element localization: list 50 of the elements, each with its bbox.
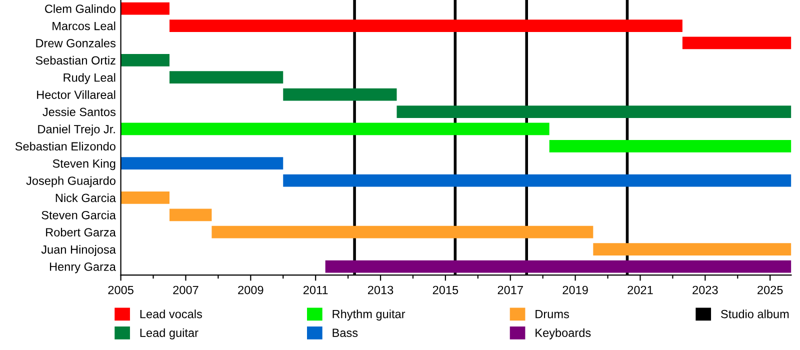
legend-label: Drums — [536, 310, 569, 318]
legend-label: Rhythm guitar — [332, 310, 406, 321]
bar — [283, 174, 792, 187]
y-tick-label: Steven King — [52, 159, 116, 170]
y-tick-label: Juan Hinojosa — [41, 245, 116, 256]
y-tick-label: Marcos Leal — [52, 22, 116, 30]
y-tick-label: Rudy Leal — [64, 73, 116, 84]
bar — [325, 260, 792, 273]
y-tick-label: Nick Garcia — [56, 193, 116, 202]
bar — [169, 71, 284, 84]
x-tick-label: 2013 — [368, 286, 394, 294]
bar — [549, 140, 792, 152]
y-tick-label: Joseph Guajardo — [26, 176, 116, 188]
legend-label: Lead guitar — [140, 328, 198, 340]
bar — [593, 243, 792, 256]
x-tick-label: 2023 — [692, 286, 718, 294]
x-tick-label: 2015 — [432, 286, 458, 294]
bar — [120, 122, 550, 136]
bar — [120, 157, 284, 170]
y-tick-label: Sebastian Elizondo — [15, 142, 116, 151]
x-tick-label: 2025 — [758, 286, 783, 294]
legend-label: Lead vocals — [140, 310, 202, 318]
legend-label: Keyboards — [536, 328, 591, 340]
y-tick-label: Steven Garcia — [42, 210, 116, 220]
x-tick-label: 2009 — [238, 286, 264, 294]
x-tick-label: 2017 — [498, 286, 523, 294]
y-tick-label: Robert Garza — [46, 228, 116, 237]
y-tick-label: Henry Garza — [50, 262, 116, 274]
y-tick-label: Clem Galindo — [45, 4, 116, 13]
x-tick-label: 2007 — [173, 286, 198, 294]
bar — [120, 192, 170, 204]
bar — [169, 20, 682, 32]
x-tick-label: 2019 — [562, 286, 588, 294]
x-tick-label: 2021 — [628, 286, 653, 294]
bar — [396, 106, 792, 118]
x-tick-label: 2011 — [303, 286, 328, 294]
bar — [682, 36, 792, 50]
y-tick-label: Daniel Trejo Jr. — [38, 124, 115, 136]
bar — [283, 88, 397, 101]
bar — [169, 208, 212, 222]
legend-label: Bass — [332, 328, 358, 338]
bar — [120, 54, 170, 66]
y-tick-label: Hector Villareal — [37, 90, 116, 99]
x-tick-label: 2005 — [108, 286, 134, 294]
y-tick-label: Drew Gonzales — [36, 38, 116, 48]
bar — [120, 2, 170, 15]
legend-label: Studio album — [721, 310, 789, 318]
bar — [212, 226, 594, 238]
y-tick-label: Jessie Santos — [42, 107, 116, 116]
y-tick-label: Sebastian Ortiz — [36, 56, 116, 65]
